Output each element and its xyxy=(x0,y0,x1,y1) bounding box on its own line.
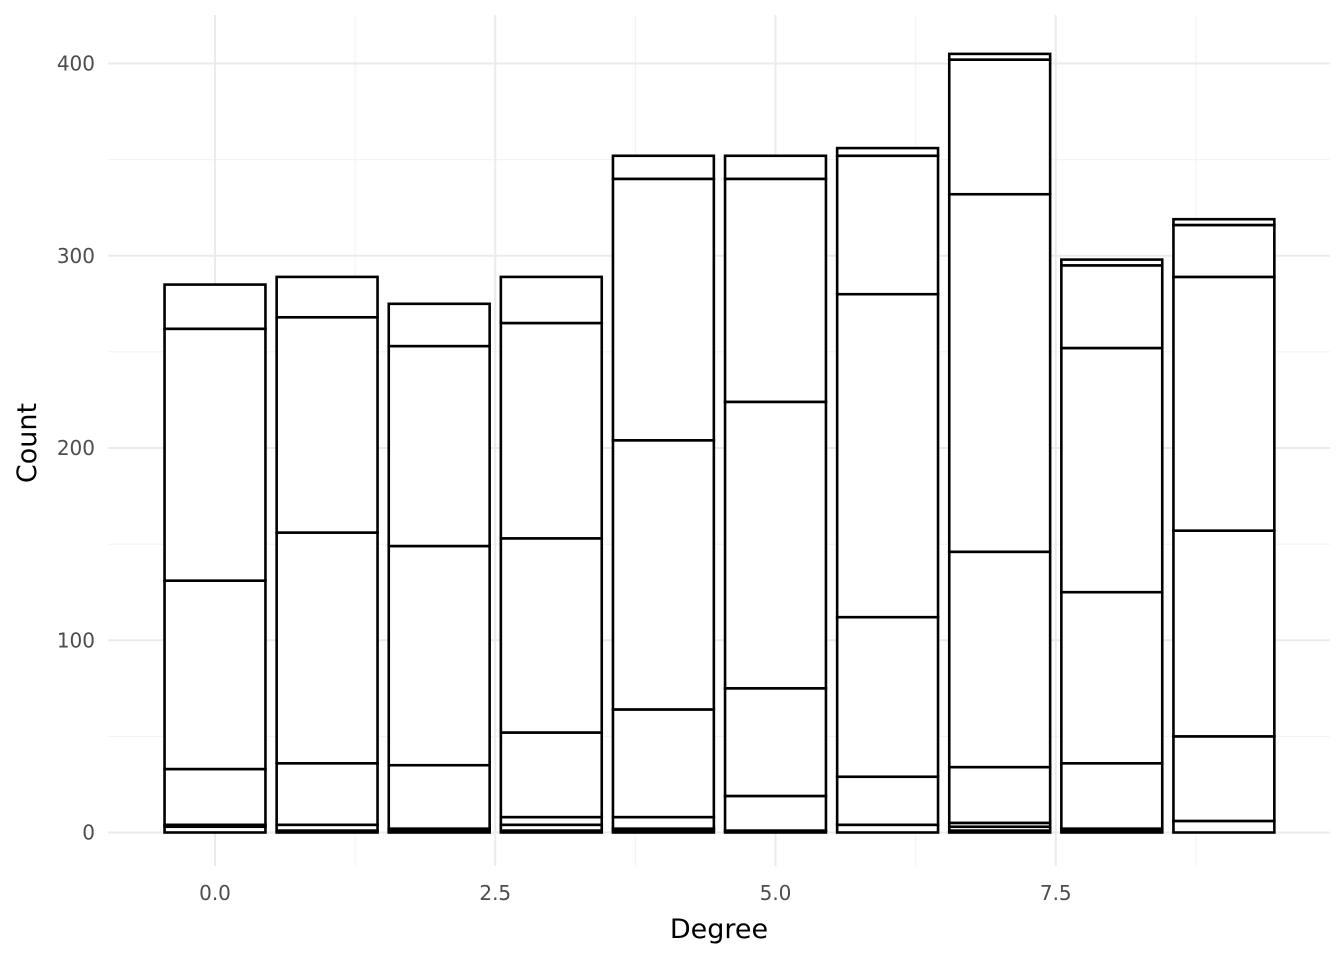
x-axis-title: Degree xyxy=(670,914,768,945)
x-tick-label: 5.0 xyxy=(760,881,792,905)
bar-segment xyxy=(163,579,267,771)
bar-segment xyxy=(1172,735,1276,823)
bar-segment xyxy=(1172,819,1276,834)
bar-degree-3 xyxy=(499,275,604,834)
bar-segment xyxy=(947,58,1052,196)
bar-segment xyxy=(1172,223,1276,279)
bar-segment xyxy=(499,275,604,325)
bar-segment xyxy=(1060,761,1164,830)
bar-segment xyxy=(611,815,716,830)
bar-segment xyxy=(1172,275,1276,532)
bar-segment xyxy=(723,794,828,832)
bar-segment xyxy=(723,400,828,690)
bar-segment xyxy=(835,146,940,158)
y-axis-title: Count xyxy=(12,403,43,483)
bar-degree-0 xyxy=(163,283,267,834)
bar-degree-8 xyxy=(1060,258,1164,834)
bar-segment xyxy=(1060,258,1164,267)
bar-segment xyxy=(611,439,716,711)
bar-degree-7 xyxy=(947,52,1052,834)
bar-degree-1 xyxy=(275,275,379,834)
bar-degree-2 xyxy=(387,302,491,834)
bar-segment xyxy=(835,154,940,296)
bar-segment xyxy=(835,292,940,619)
bar-segment xyxy=(835,775,940,827)
y-tick-label: 0 xyxy=(82,821,95,845)
bar-segment xyxy=(723,154,828,181)
bar-segment xyxy=(947,765,1052,825)
bar-degree-6 xyxy=(835,146,940,834)
bar-segment xyxy=(1060,590,1164,765)
bar-degree-9 xyxy=(1172,217,1276,834)
y-axis-ticks: 0 100 200 300 400 xyxy=(57,52,95,845)
bar-segment xyxy=(611,177,716,442)
bar-segment xyxy=(1060,346,1164,594)
bar-segment xyxy=(1172,217,1276,227)
bar-segment xyxy=(275,275,379,319)
x-tick-label: 7.5 xyxy=(1040,881,1072,905)
x-axis-ticks: 0.0 2.5 5.0 7.5 xyxy=(199,881,1072,905)
bar-segment xyxy=(275,531,379,765)
bar-segment xyxy=(611,708,716,819)
bar-segment xyxy=(387,344,491,548)
bar-segment xyxy=(275,761,379,827)
bar-segment xyxy=(947,52,1052,61)
bar-degree-5 xyxy=(723,154,828,834)
bar-segment xyxy=(275,315,379,534)
y-tick-label: 200 xyxy=(57,436,95,460)
bar-segment xyxy=(611,154,716,181)
bars xyxy=(163,52,1276,834)
bar-segment xyxy=(947,550,1052,769)
x-tick-label: 2.5 xyxy=(479,881,511,905)
bar-segment xyxy=(163,283,267,331)
bar-segment xyxy=(835,615,940,779)
bar-segment xyxy=(387,544,491,767)
bar-segment xyxy=(947,192,1052,554)
bar-segment xyxy=(723,687,828,798)
bar-segment xyxy=(723,177,828,404)
y-tick-label: 300 xyxy=(57,244,95,268)
bar-segment xyxy=(499,537,604,734)
bar-segment xyxy=(499,321,604,540)
bar-segment xyxy=(1172,529,1276,738)
bar-degree-4 xyxy=(611,154,716,834)
y-tick-label: 100 xyxy=(57,628,95,652)
bar-segment xyxy=(387,302,491,348)
bar-segment xyxy=(163,327,267,582)
y-tick-label: 400 xyxy=(57,52,95,76)
bar-segment xyxy=(163,767,267,827)
x-tick-label: 0.0 xyxy=(199,881,231,905)
bar-segment xyxy=(1060,264,1164,350)
bar-segment xyxy=(387,763,491,830)
bar-segment xyxy=(499,731,604,819)
